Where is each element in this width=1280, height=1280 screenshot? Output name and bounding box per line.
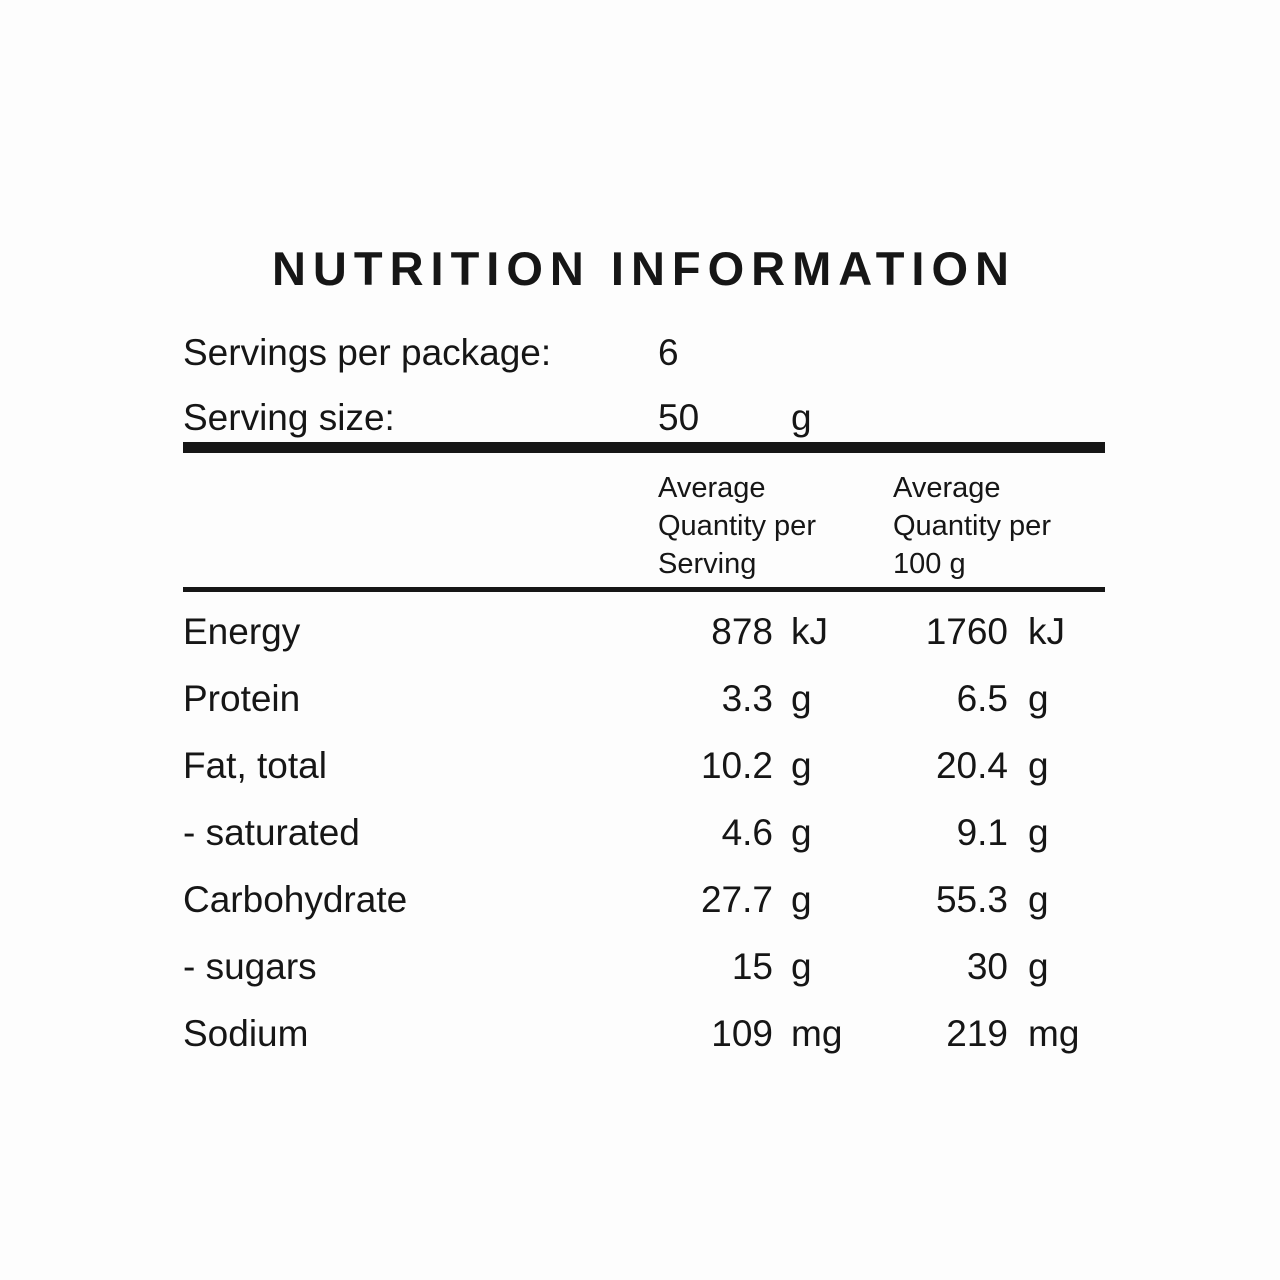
per-100g-value: 6.5 xyxy=(956,677,1008,719)
nutrient-row-sodium: Sodium 109 mg 219 mg xyxy=(183,1000,1105,1067)
per-serving-unit: g xyxy=(791,677,812,719)
servings-per-package-unit xyxy=(773,331,868,374)
per-100g-column-header: Average Quantity per 100 g xyxy=(868,469,1105,583)
per-100g-unit: kJ xyxy=(1028,610,1065,652)
nutrient-label: Fat, total xyxy=(183,744,327,786)
serving-size-value: 50 xyxy=(658,397,700,438)
nutrient-row-fat-total: Fat, total 10.2 g 20.4 g xyxy=(183,732,1105,799)
per-serving-unit: g xyxy=(791,744,812,786)
per-serving-header-line-2: Quantity per xyxy=(658,510,816,542)
per-100g-value: 219 xyxy=(946,1012,1008,1054)
serving-size-unit: g xyxy=(791,397,812,438)
per-100g-header-line-2: Quantity per xyxy=(893,510,1051,542)
per-100g-value: 9.1 xyxy=(956,811,1008,853)
per-100g-unit: g xyxy=(1028,811,1049,853)
per-serving-value: 10.2 xyxy=(700,744,773,786)
nutrient-row-protein: Protein 3.3 g 6.5 g xyxy=(183,665,1105,732)
per-100g-value: 1760 xyxy=(925,610,1008,652)
per-serving-header-line-1: Average xyxy=(658,472,766,504)
servings-per-package-row: Servings per package: 6 xyxy=(183,331,1105,374)
per-serving-value: 15 xyxy=(731,945,773,987)
per-100g-unit: mg xyxy=(1028,1012,1080,1054)
nutrient-row-saturated: - saturated 4.6 g 9.1 g xyxy=(183,799,1105,866)
per-serving-value: 109 xyxy=(711,1012,773,1054)
serving-size-row: Serving size: 50 g xyxy=(183,396,1105,439)
table-header-row: Average Quantity per Serving Average Qua… xyxy=(183,453,1105,583)
per-100g-header-line-3: 100 g xyxy=(893,548,966,580)
per-100g-unit: g xyxy=(1028,677,1049,719)
per-100g-unit: g xyxy=(1028,878,1049,920)
per-serving-unit: g xyxy=(791,945,812,987)
per-100g-unit: g xyxy=(1028,744,1049,786)
per-serving-unit: mg xyxy=(791,1012,843,1054)
per-100g-value: 20.4 xyxy=(935,744,1008,786)
per-100g-header-line-1: Average xyxy=(893,472,1001,504)
table-top-rule xyxy=(183,442,1105,453)
per-serving-unit: kJ xyxy=(791,610,828,652)
nutrient-row-sugars: - sugars 15 g 30 g xyxy=(183,933,1105,1000)
per-serving-unit: g xyxy=(791,878,812,920)
servings-per-package-value: 6 xyxy=(658,332,679,373)
per-serving-header-line-3: Serving xyxy=(658,548,757,580)
per-serving-column-header: Average Quantity per Serving xyxy=(658,469,868,583)
panel-title: NUTRITION INFORMATION xyxy=(271,242,1016,295)
per-100g-value: 30 xyxy=(966,945,1008,987)
per-100g-value: 55.3 xyxy=(935,878,1008,920)
serving-size-label: Serving size: xyxy=(183,397,395,438)
per-serving-value: 4.6 xyxy=(721,811,773,853)
per-serving-unit: g xyxy=(791,811,812,853)
servings-per-package-label: Servings per package: xyxy=(183,332,552,373)
nutrient-label: - sugars xyxy=(183,945,317,987)
nutrient-row-carbohydrate: Carbohydrate 27.7 g 55.3 g xyxy=(183,866,1105,933)
per-serving-value: 878 xyxy=(711,610,773,652)
nutrient-rows: Energy 878 kJ 1760 kJ Protein 3.3 g 6.5 … xyxy=(183,598,1105,1067)
per-serving-value: 3.3 xyxy=(721,677,773,719)
table-header-rule xyxy=(183,587,1105,592)
nutrient-label: Energy xyxy=(183,610,301,652)
nutrition-panel: NUTRITION INFORMATION Servings per packa… xyxy=(183,242,1105,1067)
empty-header-cell xyxy=(183,469,658,583)
per-serving-value: 27.7 xyxy=(700,878,773,920)
nutrient-label: Sodium xyxy=(183,1012,309,1054)
nutrient-label: Carbohydrate xyxy=(183,878,408,920)
nutrient-label: Protein xyxy=(183,677,301,719)
per-100g-unit: g xyxy=(1028,945,1049,987)
nutrient-label: - saturated xyxy=(183,811,360,853)
nutrient-row-energy: Energy 878 kJ 1760 kJ xyxy=(183,598,1105,665)
